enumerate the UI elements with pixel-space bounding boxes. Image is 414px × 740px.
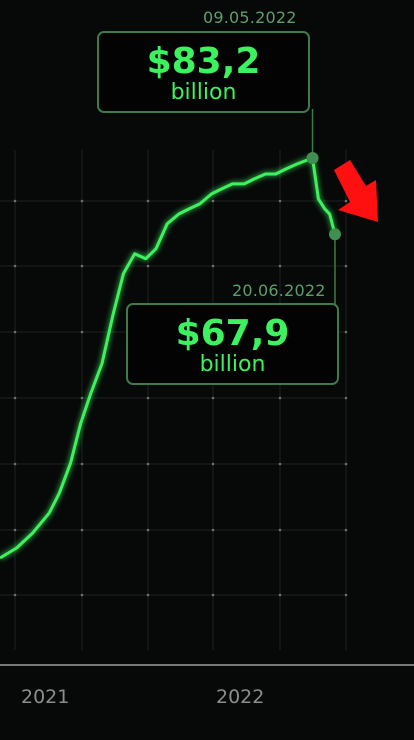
current-date-label: 20.06.2022 xyxy=(232,281,326,300)
peak-unit: billion xyxy=(170,80,237,105)
series-line xyxy=(0,156,337,560)
grid-dot xyxy=(13,264,17,268)
grid-dot xyxy=(13,462,17,466)
current-unit: billion xyxy=(199,352,266,377)
grid-dot xyxy=(13,330,17,334)
grid-dot xyxy=(13,528,17,532)
grid-dot xyxy=(13,593,17,597)
peak-callout: $83,2 billion xyxy=(97,31,310,113)
grid-dot xyxy=(344,593,348,597)
grid-dot xyxy=(146,264,150,268)
grid-dot xyxy=(344,462,348,466)
grid-dot xyxy=(211,462,215,466)
grid-dot xyxy=(278,462,282,466)
grid-dot xyxy=(146,199,150,203)
grid-dot xyxy=(146,593,150,597)
grid-dot xyxy=(278,396,282,400)
grid-dot xyxy=(13,199,17,203)
grid-dot xyxy=(344,330,348,334)
grid-dot xyxy=(146,462,150,466)
chart-grid xyxy=(0,150,348,650)
peak-marker xyxy=(306,152,319,164)
grid-dot xyxy=(211,396,215,400)
grid-dot xyxy=(278,199,282,203)
grid-dot xyxy=(80,593,84,597)
grid-dot xyxy=(344,264,348,268)
grid-dot xyxy=(344,199,348,203)
grid-dot xyxy=(13,396,17,400)
grid-dot xyxy=(80,396,84,400)
peak-value: $83,2 xyxy=(146,41,261,82)
grid-dot xyxy=(211,593,215,597)
grid-dot xyxy=(146,396,150,400)
grid-dot xyxy=(278,528,282,532)
peak-date-label: 09.05.2022 xyxy=(203,8,297,27)
grid-dot xyxy=(80,528,84,532)
current-marker xyxy=(328,228,341,241)
grid-dot xyxy=(278,264,282,268)
current-callout: $67,9 billion xyxy=(126,303,339,385)
x-tick-2021: 2021 xyxy=(21,686,70,708)
grid-dot xyxy=(344,528,348,532)
grid-dot xyxy=(278,593,282,597)
grid-dot xyxy=(344,396,348,400)
grid-dot xyxy=(80,199,84,203)
grid-dot xyxy=(80,462,84,466)
x-tick-2022: 2022 xyxy=(216,686,265,708)
grid-dot xyxy=(80,264,84,268)
current-value: $67,9 xyxy=(175,313,290,354)
grid-dot xyxy=(211,199,215,203)
down-arrow-icon xyxy=(334,160,378,222)
grid-dot xyxy=(80,330,84,334)
grid-dot xyxy=(146,528,150,532)
grid-dot xyxy=(211,528,215,532)
grid-dot xyxy=(211,264,215,268)
